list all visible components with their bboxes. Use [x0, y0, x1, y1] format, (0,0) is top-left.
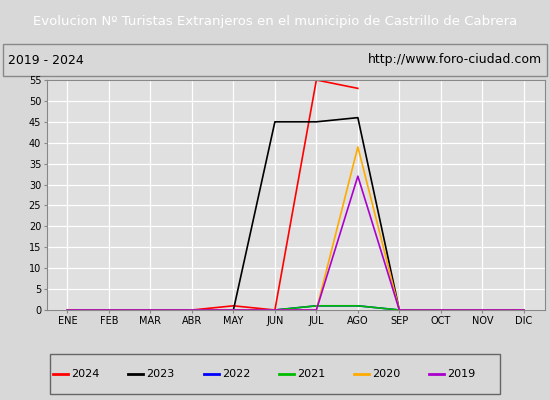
Text: 2021: 2021 — [297, 369, 325, 379]
Text: 2020: 2020 — [372, 369, 400, 379]
Text: 2022: 2022 — [222, 369, 250, 379]
Text: 2019 - 2024: 2019 - 2024 — [8, 54, 84, 66]
Text: 2024: 2024 — [72, 369, 100, 379]
Text: 2019: 2019 — [447, 369, 475, 379]
Text: http://www.foro-ciudad.com: http://www.foro-ciudad.com — [367, 54, 542, 66]
Text: Evolucion Nº Turistas Extranjeros en el municipio de Castrillo de Cabrera: Evolucion Nº Turistas Extranjeros en el … — [33, 14, 517, 28]
Text: 2023: 2023 — [146, 369, 175, 379]
